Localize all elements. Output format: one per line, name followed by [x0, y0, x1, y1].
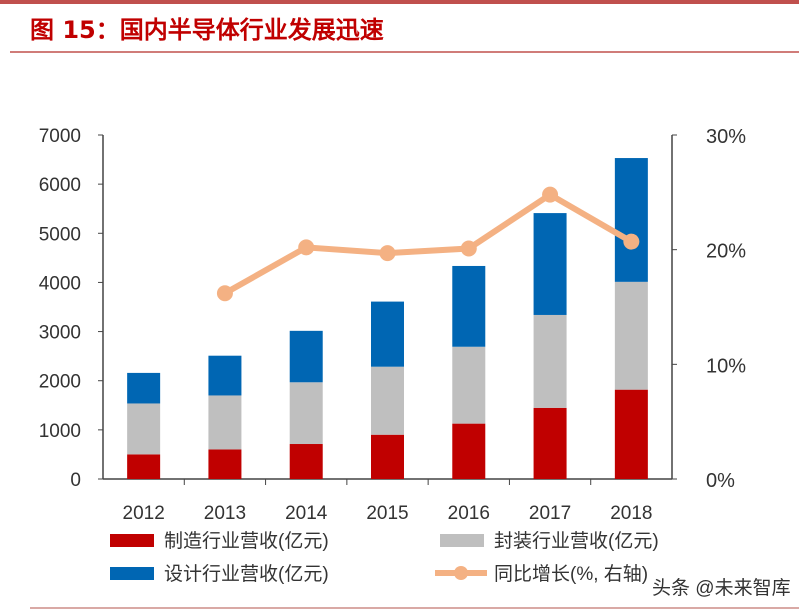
legend-swatch [440, 534, 484, 547]
y-tick-label: 5000 [39, 224, 81, 245]
top-rule [0, 0, 799, 4]
bar-packaging [452, 346, 486, 424]
bar-design [614, 158, 648, 282]
bar-design [289, 330, 323, 383]
growth-point [216, 285, 233, 302]
y-tick-label: 3000 [39, 323, 81, 344]
y2-tick-label: 0% [706, 470, 735, 492]
watermark: 头条 @未来智库 [652, 577, 791, 599]
y-tick-label: 2000 [39, 372, 81, 393]
bar-manufacturing [371, 434, 404, 479]
y-tick-label: 0 [70, 470, 81, 491]
y2-tick-label: 20% [706, 241, 746, 263]
bar-design [371, 301, 404, 367]
bar-design [533, 213, 567, 315]
legend-label: 制造行业营收(亿元) [164, 530, 329, 552]
bar-packaging [289, 382, 323, 445]
bar-design [208, 355, 242, 396]
bar-manufacturing [533, 407, 567, 479]
legend-label: 设计行业营收(亿元) [164, 563, 329, 585]
y-tick-label: 4000 [39, 273, 81, 294]
bar-packaging [208, 395, 242, 450]
x-tick-label: 2018 [610, 503, 652, 524]
bar-packaging [533, 314, 567, 408]
figure-title: 图 15：国内半导体行业发展迅速 [30, 16, 384, 44]
x-tick-label: 2013 [204, 503, 246, 524]
legend-label: 同比增长(%, 右轴) [494, 563, 648, 585]
legend-marker [454, 566, 468, 580]
growth-point [542, 186, 559, 203]
bar-packaging [371, 366, 404, 435]
legend-swatch [110, 534, 154, 547]
line-growth [223, 191, 633, 296]
bar-manufacturing [614, 389, 648, 479]
x-tick-label: 2014 [285, 503, 328, 524]
bar-packaging [127, 403, 161, 455]
y2-tick-label: 30% [706, 126, 746, 148]
x-tick-label: 2017 [529, 503, 571, 524]
bar-packaging [614, 281, 648, 390]
bar-manufacturing [127, 454, 161, 479]
growth-point [379, 245, 396, 262]
bar-design [452, 265, 486, 347]
legend-label: 封装行业营收(亿元) [494, 530, 659, 552]
legend-swatch [110, 567, 154, 580]
bar-manufacturing [208, 449, 242, 479]
x-tick-label: 2012 [123, 503, 165, 524]
x-tick-label: 2015 [366, 503, 408, 524]
x-tick-label: 2016 [448, 503, 490, 524]
growth-point [298, 239, 315, 256]
y-tick-label: 7000 [39, 126, 81, 147]
y-tick-label: 6000 [39, 175, 81, 196]
bar-manufacturing [289, 444, 323, 479]
bar-manufacturing [452, 423, 486, 479]
y-tick-label: 1000 [39, 421, 81, 442]
growth-point [460, 240, 477, 257]
growth-point [623, 233, 640, 250]
y2-tick-label: 10% [706, 355, 746, 377]
bar-design [127, 372, 161, 404]
